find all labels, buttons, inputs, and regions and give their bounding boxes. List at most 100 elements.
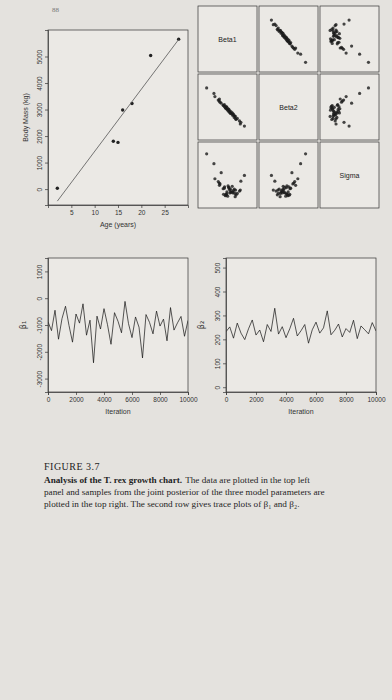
tick: 200 xyxy=(214,334,226,345)
tick-label: 8000 xyxy=(153,396,168,403)
tick-mark xyxy=(104,392,105,395)
x-axis-title: Iteration xyxy=(288,408,313,415)
pairs-cell xyxy=(259,142,318,208)
plot-background xyxy=(320,6,379,72)
tick-mark xyxy=(346,392,347,395)
sample-point xyxy=(226,107,229,110)
page: 88510152025010002000300040005000Age (yea… xyxy=(0,0,392,700)
plot-background xyxy=(198,142,257,208)
tick-label: 2000 xyxy=(69,396,84,403)
tick-label: 15 xyxy=(115,209,123,216)
tick-mark xyxy=(45,110,48,111)
sample-point xyxy=(338,37,341,40)
trace-line xyxy=(48,301,188,362)
sample-point xyxy=(367,61,370,64)
sample-point xyxy=(342,22,345,25)
tick-label: 5000 xyxy=(36,49,43,64)
plot-background xyxy=(259,74,318,140)
sample-point xyxy=(296,51,299,54)
sample-point xyxy=(294,184,297,187)
plot-frame xyxy=(320,74,379,140)
marks xyxy=(205,86,246,127)
caption-label: FIGURE 3.7 xyxy=(44,461,100,472)
tick-label: 0 xyxy=(36,187,43,191)
plot-frame xyxy=(198,6,257,72)
tick-mark xyxy=(223,363,226,364)
tick: 2000 xyxy=(36,129,48,144)
tick: 4000 xyxy=(36,76,48,91)
trace-line xyxy=(226,308,376,343)
sample-point xyxy=(213,95,216,98)
page-number: 88 xyxy=(52,6,60,14)
tick-mark xyxy=(95,205,96,208)
tick: 6000 xyxy=(309,392,324,403)
plot-background xyxy=(320,74,379,140)
sample-point xyxy=(350,102,353,105)
x-axis-title: Age (years) xyxy=(100,221,136,229)
tick: 5000 xyxy=(36,49,48,64)
sample-point xyxy=(331,42,334,45)
tick: 0 xyxy=(214,386,226,390)
sample-point xyxy=(238,189,241,192)
plot-frame xyxy=(48,30,188,205)
sample-point xyxy=(337,41,340,44)
tick-label: 0 xyxy=(225,396,229,403)
sample-point xyxy=(231,112,234,115)
tick-mark xyxy=(45,325,48,326)
pairs-cell xyxy=(198,74,257,140)
sample-point xyxy=(334,24,337,27)
tick: -3000 xyxy=(36,370,48,387)
marks xyxy=(270,152,307,198)
sample-point xyxy=(345,95,348,98)
tick: 8000 xyxy=(339,392,354,403)
tick-label: 0 xyxy=(47,396,51,403)
axis-line xyxy=(45,31,49,206)
tick-label: 200 xyxy=(214,334,221,345)
sample-point xyxy=(239,121,242,124)
tick-mark xyxy=(286,392,287,395)
axis-line xyxy=(223,259,227,393)
growth-chart: 510152025010002000300040005000Age (years… xyxy=(22,30,189,229)
sample-point xyxy=(222,193,225,196)
tick: 400 xyxy=(214,286,226,297)
sample-point xyxy=(288,193,291,196)
sample-point xyxy=(304,152,307,155)
sample-point xyxy=(347,125,350,128)
sample-point xyxy=(281,191,284,194)
sample-point xyxy=(222,104,225,107)
trace-plot: 0200040006000800010000-3000-2000-1000010… xyxy=(19,258,198,415)
plot-background xyxy=(48,258,188,392)
tick-label: 100 xyxy=(214,358,221,369)
sample-point xyxy=(330,118,333,121)
tick-mark xyxy=(45,57,48,58)
sample-point xyxy=(273,180,276,183)
sample-point xyxy=(339,97,342,100)
pairs-cell: Sigma xyxy=(320,142,379,208)
y-axis: 0100200300400500 xyxy=(214,259,227,393)
tick-label: 400 xyxy=(214,286,221,297)
tick-label: -1000 xyxy=(36,317,43,334)
tick: 1000 xyxy=(36,264,48,279)
sample-point xyxy=(279,195,282,198)
y-axis-title: β₂ xyxy=(197,321,206,329)
sample-point xyxy=(239,180,242,183)
tick: 8000 xyxy=(153,392,168,403)
sample-point xyxy=(296,177,299,180)
tick-label: 1000 xyxy=(36,155,43,170)
tick-label: 300 xyxy=(214,310,221,321)
sample-point xyxy=(342,98,345,101)
data-point xyxy=(149,54,152,57)
pairs-cell xyxy=(320,74,379,140)
tick: 6000 xyxy=(125,392,140,403)
tick-mark xyxy=(223,268,226,269)
tick-label: 0 xyxy=(36,297,43,301)
data-point xyxy=(56,187,59,190)
sample-point xyxy=(217,98,220,101)
sample-point xyxy=(331,104,334,107)
sample-point xyxy=(234,117,237,120)
marks xyxy=(226,308,376,343)
sample-point xyxy=(231,185,234,188)
tick-mark xyxy=(256,392,257,395)
tick-mark xyxy=(45,352,48,353)
pairs-cell: Beta2 xyxy=(259,74,318,140)
